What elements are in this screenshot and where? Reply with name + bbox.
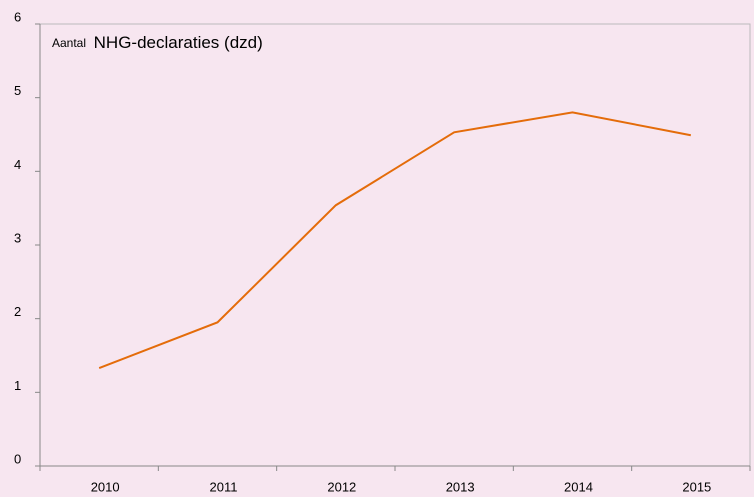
x-tick-label: 2010 <box>91 479 120 494</box>
y-tick-label: 5 <box>14 83 21 98</box>
x-tick-label: 2012 <box>327 479 356 494</box>
x-tick-label: 2015 <box>682 479 711 494</box>
x-tick-label: 2013 <box>446 479 475 494</box>
y-tick-label: 2 <box>14 304 21 319</box>
y-tick-label: 4 <box>14 157 21 172</box>
data-line <box>98 111 692 369</box>
y-tick-label: 6 <box>14 9 21 24</box>
title-main: NHG-declaraties (dzd) <box>94 33 263 52</box>
x-tick-label: 2011 <box>210 479 238 494</box>
y-tick-label: 3 <box>14 230 21 245</box>
y-tick-label: 0 <box>14 451 21 466</box>
x-tick-label: 2014 <box>564 479 593 494</box>
chart-title: Aantal NHG-declaraties (dzd) <box>52 33 263 52</box>
title-prefix: Aantal <box>52 36 86 50</box>
y-tick-label: 1 <box>14 378 21 393</box>
